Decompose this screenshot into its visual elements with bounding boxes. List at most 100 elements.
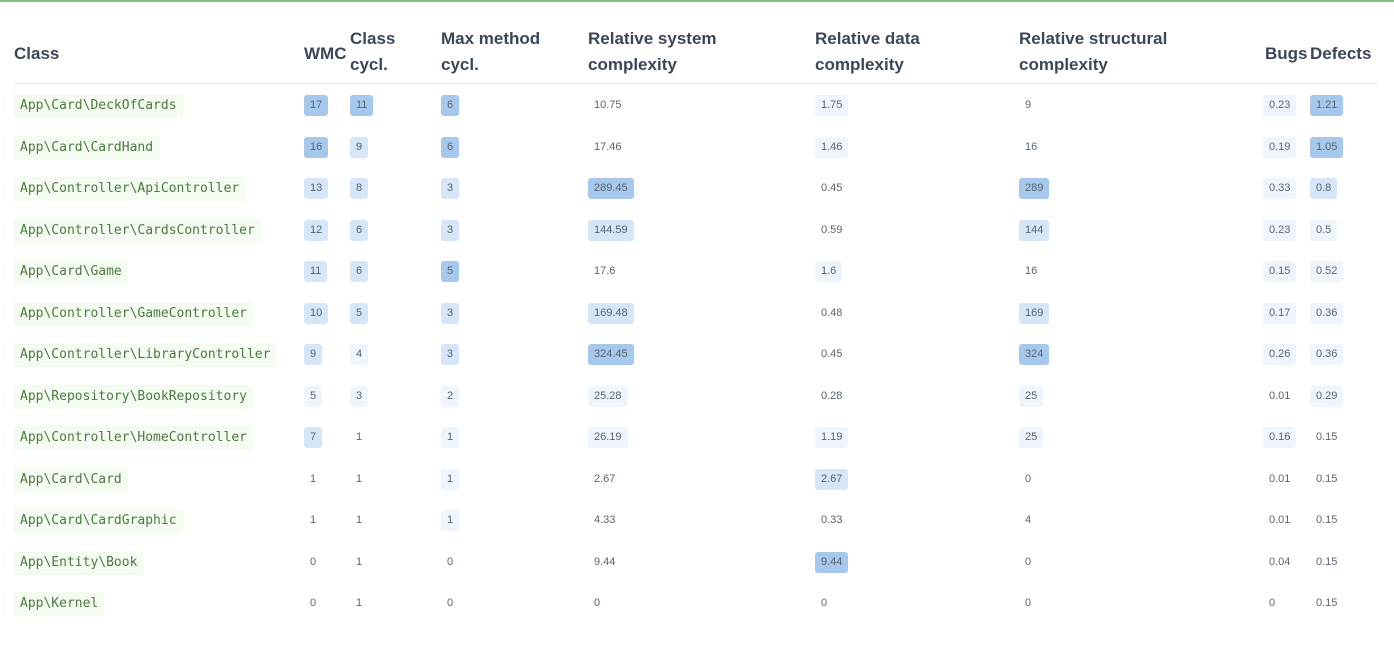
header-bugs[interactable]: Bugs (1265, 44, 1308, 63)
max-method-cycl-cell: 0 (447, 555, 454, 568)
class-cycl-cell: 8 (350, 178, 369, 199)
class-name-cell[interactable]: App\Card\Game (14, 260, 128, 284)
header-relative-system-line1: Relative system (588, 29, 717, 48)
header-relative-structural-line1: Relative structural (1019, 29, 1168, 48)
defects-cell: 0.29 (1310, 385, 1344, 407)
wmc-cell: 13 (304, 178, 329, 199)
bugs-cell: 0.04 (1269, 555, 1291, 568)
relative-structural-complexity-cell: 0 (1025, 555, 1032, 568)
relative-data-complexity-cell: 0.48 (821, 306, 843, 319)
defects-cell: 1.21 (1310, 95, 1344, 116)
class-name-cell[interactable]: App\Kernel (14, 592, 105, 616)
class-name-cell[interactable]: App\Controller\ApiController (14, 177, 246, 201)
wmc-cell: 12 (304, 219, 329, 241)
relative-data-complexity-cell: 0.45 (821, 348, 843, 360)
max-method-cycl-cell: 3 (441, 344, 460, 365)
wmc-cell: 9 (304, 344, 323, 365)
max-method-cycl-cell: 3 (441, 302, 460, 324)
header-divider (14, 83, 1378, 84)
relative-system-complexity-cell: 289.45 (588, 178, 634, 199)
table-row: App\Card\CardGraphic 1 1 1 4.33 0.33 4 0.01 0.15 (0, 505, 1394, 537)
max-method-cycl-cell: 3 (441, 178, 460, 199)
class-name-cell[interactable]: App\Entity\Book (14, 550, 144, 575)
bugs-cell: 0.17 (1263, 302, 1297, 324)
table-row: App\Entity\Book 0 1 0 9.44 9.44 0 0.04 0.15 (0, 547, 1394, 579)
relative-system-complexity-cell: 2.67 (594, 472, 616, 485)
relative-data-complexity-cell: 0 (821, 597, 828, 609)
relative-structural-complexity-cell: 16 (1025, 140, 1038, 153)
relative-structural-complexity-cell: 4 (1025, 514, 1032, 526)
header-wmc[interactable]: WMC (304, 44, 347, 63)
header-class-cycl[interactable]: Class cycl. (350, 26, 395, 78)
relative-system-complexity-cell: 25.28 (588, 385, 628, 407)
max-method-cycl-cell: 6 (441, 95, 460, 116)
defects-cell: 0.15 (1316, 555, 1338, 568)
class-cycl-cell: 1 (356, 472, 363, 485)
class-name-cell[interactable]: App\Card\DeckOfCards (14, 94, 183, 118)
class-name-cell[interactable]: App\Repository\BookRepository (14, 384, 253, 409)
relative-system-complexity-cell: 324.45 (588, 344, 634, 365)
wmc-cell: 0 (310, 555, 317, 568)
header-max-method-cycl[interactable]: Max method cycl. (441, 26, 540, 78)
bugs-cell: 0.01 (1269, 389, 1291, 402)
wmc-cell: 5 (304, 385, 323, 407)
relative-data-complexity-cell: 1.75 (815, 95, 849, 116)
header-relative-structural-line2: complexity (1019, 55, 1108, 74)
header-relative-structural-complexity[interactable]: Relative structural complexity (1019, 26, 1167, 78)
bugs-cell: 0.01 (1269, 514, 1291, 526)
defects-cell: 0.15 (1316, 472, 1338, 485)
header-class-cycl-line1: Class (350, 29, 396, 48)
wmc-cell: 1 (310, 472, 317, 485)
relative-data-complexity-cell: 2.67 (815, 468, 849, 490)
max-method-cycl-cell: 5 (441, 261, 460, 282)
wmc-cell: 16 (304, 136, 329, 158)
class-name-cell[interactable]: App\Controller\HomeController (14, 426, 253, 450)
table-row: App\Card\Card 1 1 1 2.67 2.67 0 0.01 0.15 (0, 464, 1394, 496)
table-row: App\Controller\ApiController 13 8 3 289.45 0.… (0, 173, 1394, 205)
bugs-cell: 0.23 (1263, 219, 1297, 241)
bugs-cell: 0.01 (1269, 472, 1291, 485)
relative-structural-complexity-cell: 25 (1019, 427, 1044, 448)
relative-system-complexity-cell: 169.48 (588, 302, 634, 324)
relative-structural-complexity-cell: 0 (1025, 472, 1032, 485)
relative-system-complexity-cell: 0 (594, 597, 601, 609)
class-name-cell[interactable]: App\Card\Card (14, 467, 128, 492)
defects-cell: 0.52 (1310, 261, 1344, 282)
class-name-cell[interactable]: App\Controller\LibraryController (14, 343, 277, 367)
defects-cell: 0.15 (1316, 597, 1338, 609)
max-method-cycl-cell: 1 (441, 427, 460, 448)
header-class[interactable]: Class (14, 44, 60, 63)
table-row: App\Card\CardHand 16 9 6 17.46 1.46 16 0.19 1.05 (0, 132, 1394, 164)
relative-structural-complexity-cell: 169 (1019, 302, 1050, 324)
class-name-cell[interactable]: App\Controller\GameController (14, 301, 253, 326)
wmc-cell: 17 (304, 95, 329, 116)
wmc-cell: 1 (310, 514, 317, 526)
header-defects[interactable]: Defects (1310, 44, 1372, 63)
class-cycl-cell: 3 (350, 385, 369, 407)
relative-data-complexity-cell: 0.59 (821, 223, 843, 236)
class-cycl-cell: 1 (356, 555, 363, 568)
header-relative-data-complexity[interactable]: Relative data complexity (815, 26, 920, 78)
header-max-method-cycl-line1: Max method (441, 29, 541, 48)
table-row: App\Controller\CardsController 12 6 3 144.59… (0, 215, 1394, 247)
class-name-cell[interactable]: App\Card\CardGraphic (14, 509, 183, 533)
max-method-cycl-cell: 3 (441, 219, 460, 241)
table-row: App\Kernel 0 1 0 0 0 0 0 0.15 (0, 588, 1394, 620)
relative-structural-complexity-cell: 9 (1025, 99, 1032, 111)
bugs-cell: 0 (1269, 597, 1276, 609)
wmc-cell: 0 (310, 597, 317, 609)
relative-data-complexity-cell: 0.33 (821, 514, 843, 526)
defects-cell: 0.5 (1310, 219, 1338, 241)
relative-system-complexity-cell: 9.44 (594, 555, 616, 568)
relative-structural-complexity-cell: 0 (1025, 597, 1032, 609)
header-max-method-cycl-line2: cycl. (441, 55, 479, 74)
table-row: App\Controller\LibraryController 9 4 3 324.4… (0, 339, 1394, 371)
class-cycl-cell: 6 (350, 219, 369, 241)
table-row: App\Controller\HomeController 7 1 1 26.19 1.1… (0, 422, 1394, 454)
max-method-cycl-cell: 2 (441, 385, 460, 407)
class-cycl-cell: 5 (350, 302, 369, 324)
header-relative-system-complexity[interactable]: Relative system complexity (588, 26, 717, 78)
class-name-cell[interactable]: App\Card\CardHand (14, 135, 160, 160)
relative-data-complexity-cell: 0.28 (821, 389, 843, 402)
class-name-cell[interactable]: App\Controller\CardsController (14, 218, 261, 243)
